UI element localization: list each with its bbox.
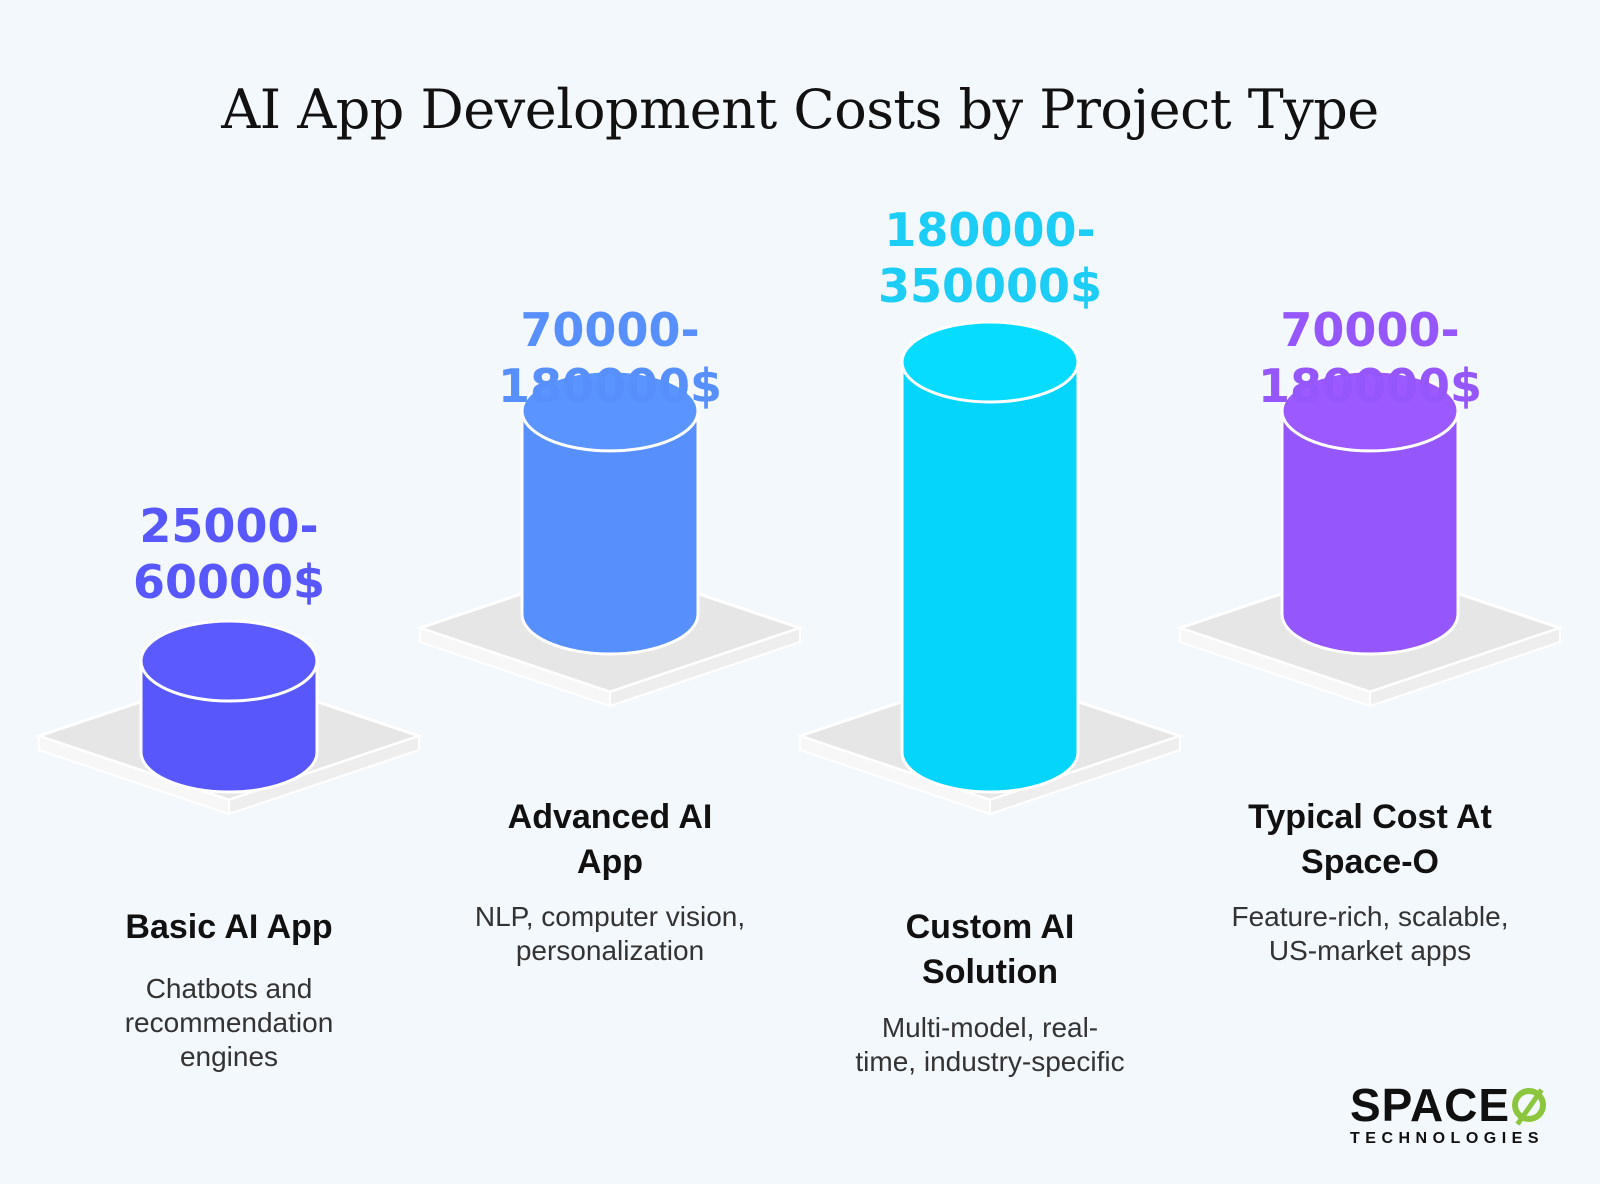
platform-right-side — [989, 734, 1181, 816]
bar-cylinder-top — [900, 320, 1080, 404]
category-label: Advanced AI App — [420, 795, 800, 885]
category-label-line: Space-O — [1301, 843, 1439, 881]
value-label-line: 180000$ — [497, 359, 723, 413]
category-description-line: engines — [179, 1041, 279, 1072]
category-description: Chatbots and recommendation engines — [39, 972, 419, 1074]
category-label-line: Solution — [922, 953, 1058, 991]
bar-cylinder-body — [520, 409, 700, 656]
value-label-line: 25000- — [139, 499, 319, 553]
category-description-line: Chatbots and — [145, 973, 313, 1004]
category-label-line: Custom AI — [905, 908, 1075, 946]
category-label: Basic AI App — [39, 905, 419, 950]
bar-cylinder-top — [139, 619, 319, 703]
value-label: 70000- 180000$ — [420, 302, 800, 414]
category-description-line: time, industry-specific — [855, 1046, 1125, 1077]
category-label-line: App — [576, 843, 644, 881]
category-description-line: Feature-rich, scalable, — [1231, 901, 1509, 932]
bar-cylinder-body — [1280, 409, 1460, 656]
category-description-line: NLP, computer vision, — [474, 901, 746, 932]
value-label: 25000- 60000$ — [39, 498, 419, 610]
category-label-line: Advanced AI — [507, 798, 713, 836]
bar-cylinder-body — [900, 360, 1080, 794]
logo-o-icon — [1512, 1088, 1547, 1122]
category-label-line: Typical Cost At — [1248, 798, 1492, 836]
logo-subtitle: TECHNOLOGIES — [1350, 1130, 1545, 1147]
logo-wordmark: SPACE — [1350, 1079, 1511, 1131]
value-label-line: 70000- — [520, 303, 700, 357]
category-label: Custom AI Solution — [800, 905, 1180, 995]
platform-right-side — [1369, 626, 1561, 708]
value-label: 70000- 180000$ — [1180, 302, 1560, 414]
space-o-logo: SPACE TECHNOLOGIES — [1350, 1082, 1565, 1148]
bar-cylinder-top — [1280, 369, 1460, 453]
value-label-line: 60000$ — [132, 555, 326, 609]
category-description: Feature-rich, scalable, US-market apps — [1180, 900, 1560, 968]
value-label: 180000- 350000$ — [800, 202, 1180, 314]
category-description-line: recommendation — [124, 1007, 334, 1038]
chart-title: AI App Development Costs by Project Type — [221, 78, 1379, 141]
value-label-line: 350000$ — [877, 259, 1103, 313]
category-description-line: personalization — [515, 935, 705, 966]
bar-cylinder-top — [520, 369, 700, 453]
category-description: NLP, computer vision, personalization — [420, 900, 800, 968]
value-label-line: 180000- — [884, 203, 1096, 257]
platform-right-side — [609, 626, 801, 708]
value-label-line: 70000- — [1280, 303, 1460, 357]
platform-right-side — [228, 734, 420, 816]
value-label-line: 180000$ — [1257, 359, 1483, 413]
category-description-line: US-market apps — [1268, 935, 1472, 966]
category-label-line: Basic AI App — [125, 908, 333, 946]
category-description-line: Multi-model, real- — [881, 1012, 1099, 1043]
category-description: Multi-model, real-time, industry-specifi… — [800, 1011, 1180, 1079]
category-label: Typical Cost At Space-O — [1180, 795, 1560, 885]
